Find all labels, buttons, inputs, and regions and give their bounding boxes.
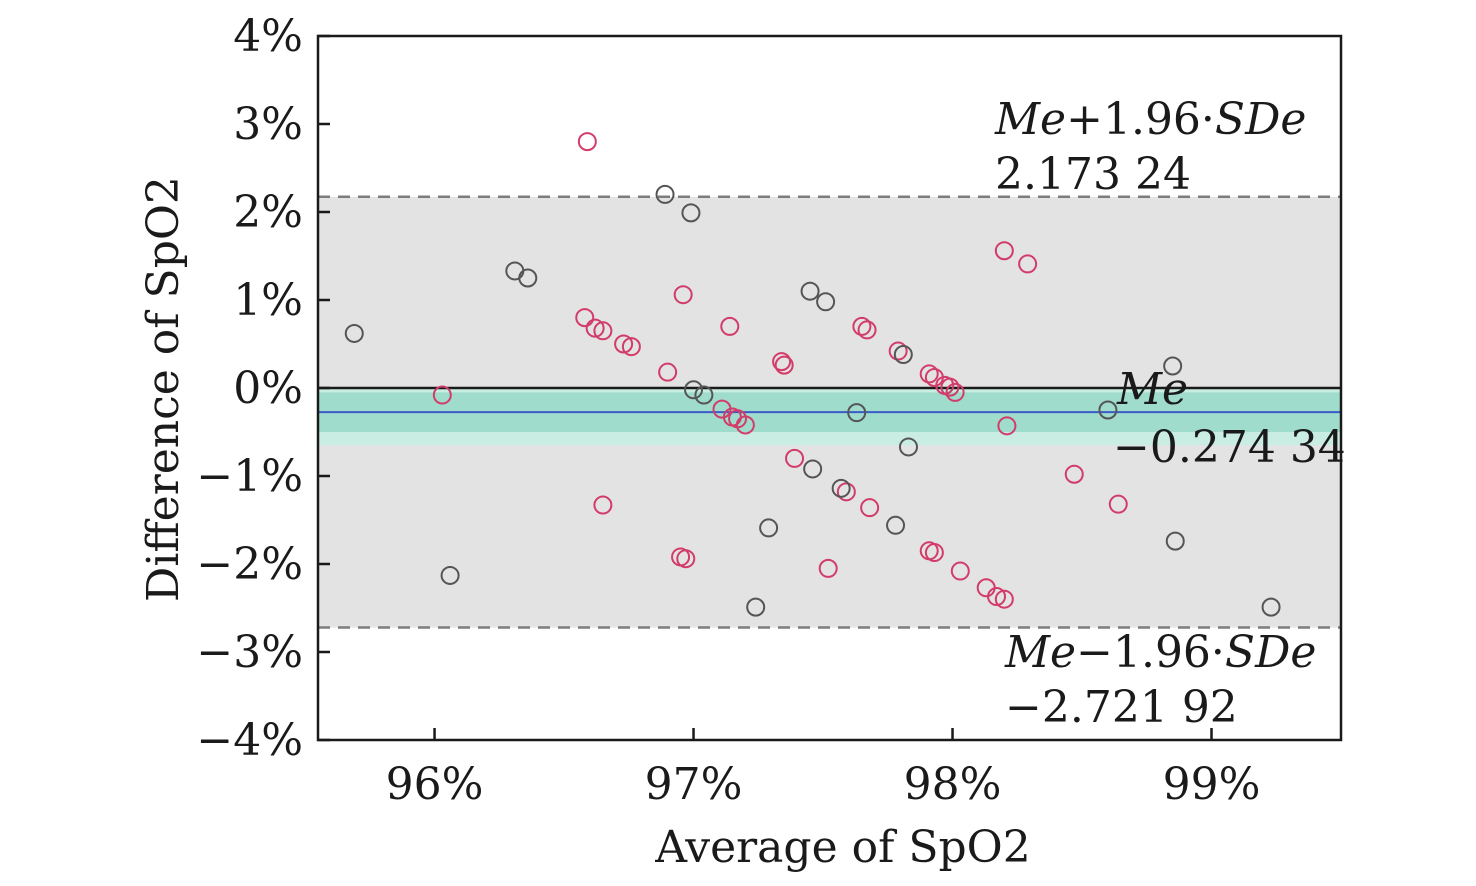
data-point: [997, 416, 1017, 436]
data-point: [440, 565, 460, 585]
reference-lines-layer: [318, 195, 1341, 629]
data-point: [940, 377, 960, 397]
data-point: [800, 281, 820, 301]
data-point: [919, 364, 939, 384]
x-axis-title: Average of SpO2: [654, 822, 1030, 873]
data-point: [772, 352, 792, 372]
lower-loa-label-mid: −1.96·: [1076, 627, 1225, 678]
data-point: [774, 355, 794, 375]
data-point: [994, 241, 1014, 261]
upper-loa-label-sde: SDe: [1215, 94, 1306, 145]
x-tick-label: 96%: [386, 759, 484, 810]
data-point: [684, 380, 704, 400]
data-point: [976, 578, 996, 598]
data-point: [614, 334, 634, 354]
data-point: [746, 597, 766, 617]
data-point: [681, 203, 701, 223]
upper-loa-label: Me+1.96·SDe: [994, 94, 1306, 145]
lower-loa-label: Me−1.96·SDe: [1004, 627, 1316, 678]
points-layer: [344, 132, 1281, 617]
mean-label: Me: [1116, 364, 1188, 415]
upper-loa-label-me: Me: [994, 94, 1066, 145]
data-point: [816, 292, 836, 312]
data-point: [720, 316, 740, 336]
data-point: [759, 518, 779, 538]
x-tick-label: 99%: [1163, 759, 1261, 810]
data-point: [994, 589, 1014, 609]
x-tick-label: 98%: [904, 759, 1002, 810]
data-point: [860, 498, 880, 518]
y-axis-title: Difference of SpO2: [138, 176, 189, 602]
data-point: [694, 385, 714, 405]
data-point: [852, 316, 872, 336]
data-point: [886, 515, 906, 535]
y-tick-label: 1%: [233, 275, 303, 326]
lower-loa-label-me: Me: [1004, 627, 1076, 678]
data-point: [831, 478, 851, 498]
data-point: [585, 318, 605, 338]
data-point: [593, 321, 613, 341]
y-tick-label: −1%: [196, 451, 303, 502]
data-point: [924, 543, 944, 563]
data-point: [945, 382, 965, 402]
data-point: [735, 415, 755, 435]
y-tick-label: −3%: [196, 627, 303, 678]
data-point: [1261, 597, 1281, 617]
data-point: [857, 320, 877, 340]
annotations-layer: Me+1.96·SDe 2.173 24 Me −0.274 34 Me−1.9…: [994, 94, 1346, 733]
data-point: [893, 345, 913, 365]
data-point: [577, 132, 597, 152]
data-point: [950, 561, 970, 581]
data-point: [847, 403, 867, 423]
ticks-layer: 4% 3% 2% 1% 0% −1% −2% −3% −4% 96% 97% 98% 99%: [196, 11, 1260, 810]
data-point: [1165, 531, 1185, 551]
data-point: [1108, 494, 1128, 514]
y-tick-label: −2%: [196, 539, 303, 590]
upper-loa-value: 2.173 24: [995, 149, 1191, 200]
lower-loa-value: −2.721 92: [1005, 682, 1238, 733]
data-point: [575, 308, 595, 328]
y-tick-label: 0%: [233, 363, 303, 414]
upper-loa-label-mid: +1.96·: [1066, 94, 1215, 145]
data-point: [518, 268, 538, 288]
data-point: [785, 448, 805, 468]
data-point: [621, 337, 641, 357]
data-point: [836, 482, 856, 502]
data-point: [1064, 464, 1084, 484]
data-point: [888, 341, 908, 361]
y-tick-label: 4%: [233, 11, 303, 62]
data-point: [658, 362, 678, 382]
y-tick-label: 2%: [233, 187, 303, 238]
data-point: [818, 558, 838, 578]
data-point: [1098, 400, 1118, 420]
y-tick-label: −4%: [196, 715, 303, 766]
data-point: [673, 285, 693, 305]
data-point: [593, 495, 613, 515]
x-tick-label: 97%: [645, 759, 743, 810]
mean-value: −0.274 34: [1113, 422, 1346, 473]
lower-loa-label-sde: SDe: [1225, 627, 1316, 678]
data-point: [898, 437, 918, 457]
data-point: [1018, 254, 1038, 274]
data-point: [432, 385, 452, 405]
data-point: [676, 549, 696, 569]
data-point: [655, 184, 675, 204]
y-tick-label: 3%: [233, 99, 303, 150]
data-point: [344, 323, 364, 343]
data-point: [803, 459, 823, 479]
data-point: [1163, 356, 1183, 376]
